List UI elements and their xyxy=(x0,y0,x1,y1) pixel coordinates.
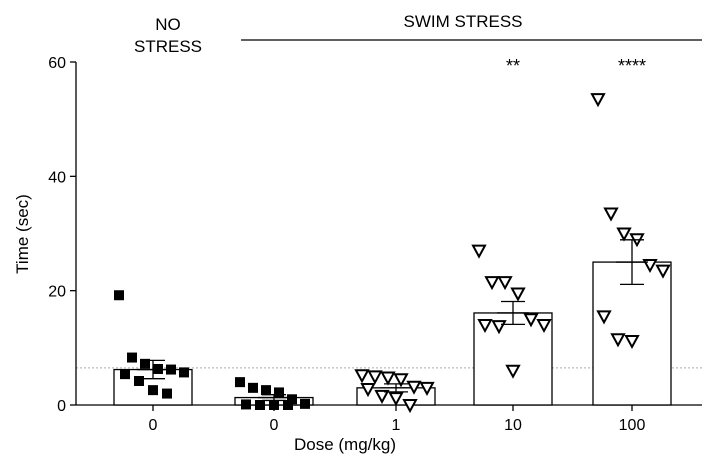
data-point xyxy=(162,389,172,399)
plot-area: 0 20 40 60 0 0 1 10 ** 100 **** xyxy=(48,55,702,434)
data-point xyxy=(283,400,293,410)
no-stress-label-line2: STRESS xyxy=(134,37,202,56)
y-tick-label: 20 xyxy=(48,284,66,301)
y-tick-label: 0 xyxy=(57,398,66,415)
data-point xyxy=(473,246,485,257)
data-point xyxy=(148,385,158,395)
data-point xyxy=(499,277,511,288)
data-point xyxy=(300,399,310,409)
data-point xyxy=(369,371,381,382)
data-point xyxy=(235,377,245,387)
y-axis-label: Time (sec) xyxy=(13,194,32,274)
data-point xyxy=(512,289,524,300)
data-point xyxy=(134,376,144,386)
data-point xyxy=(356,370,368,381)
data-point xyxy=(605,208,617,219)
data-point xyxy=(120,369,130,379)
no-stress-label-line1: NO xyxy=(155,15,181,34)
x-axis-label: Dose (mg/kg) xyxy=(294,435,396,454)
x-tick-label: 10 xyxy=(504,417,522,434)
y-tick-label: 40 xyxy=(48,169,66,186)
data-point xyxy=(127,353,137,363)
swim-stress-label: SWIM STRESS xyxy=(403,12,522,31)
data-point xyxy=(618,229,630,240)
x-tick-label: 1 xyxy=(392,417,401,434)
y-tick-label: 60 xyxy=(48,55,66,72)
data-point xyxy=(241,399,251,409)
data-point xyxy=(248,383,258,393)
data-point xyxy=(269,400,279,410)
data-point xyxy=(486,277,498,288)
x-tick-label: 100 xyxy=(619,417,646,434)
data-point xyxy=(382,373,394,384)
data-point xyxy=(255,400,265,410)
data-point xyxy=(114,290,124,300)
significance-label: ** xyxy=(506,56,520,76)
x-tick-label: 0 xyxy=(270,417,279,434)
x-tick-label: 0 xyxy=(149,417,158,434)
data-point xyxy=(261,385,271,395)
data-point xyxy=(592,94,604,105)
data-point xyxy=(274,387,284,397)
data-point xyxy=(179,367,189,377)
significance-label: **** xyxy=(618,56,646,76)
